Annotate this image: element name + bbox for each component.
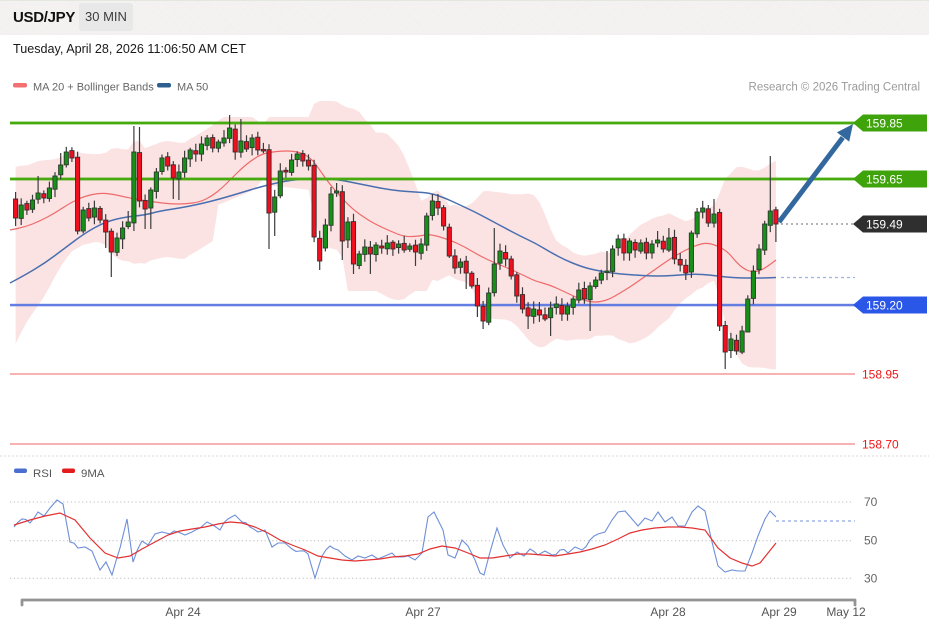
svg-text:Apr 28: Apr 28	[650, 605, 686, 619]
svg-text:Apr 24: Apr 24	[165, 605, 201, 619]
svg-text:70: 70	[864, 495, 878, 509]
svg-text:MA 50: MA 50	[177, 82, 208, 94]
svg-text:159.49: 159.49	[866, 217, 903, 231]
svg-text:Apr 29: Apr 29	[761, 605, 797, 619]
svg-text:50: 50	[864, 534, 878, 548]
svg-text:159.85: 159.85	[866, 116, 903, 130]
svg-text:159.65: 159.65	[866, 172, 903, 186]
svg-text:May 12: May 12	[826, 605, 866, 619]
svg-text:158.95: 158.95	[862, 368, 899, 382]
svg-text:30: 30	[864, 571, 878, 585]
svg-text:RSI: RSI	[33, 468, 52, 480]
svg-text:Apr 27: Apr 27	[405, 605, 441, 619]
svg-text:158.70: 158.70	[862, 438, 899, 452]
svg-text:MA 20 + Bollinger Bands: MA 20 + Bollinger Bands	[33, 82, 154, 94]
svg-text:9MA: 9MA	[81, 468, 105, 480]
svg-text:Research © 2026 Trading Centra: Research © 2026 Trading Central	[749, 82, 920, 94]
svg-text:159.20: 159.20	[866, 298, 903, 312]
